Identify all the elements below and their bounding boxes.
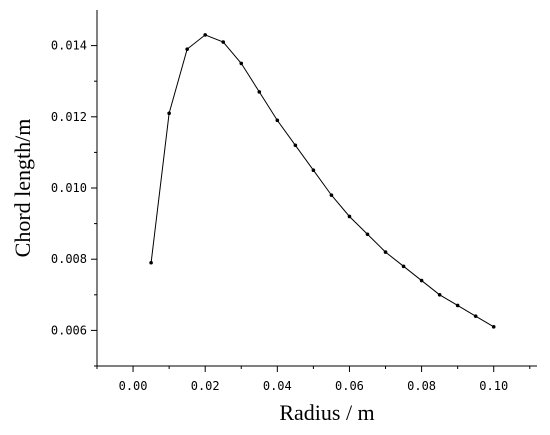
- x-axis-title: Radius / m: [279, 400, 374, 425]
- series-line: [150, 34, 494, 328]
- x-tick-label: 0.10: [479, 379, 508, 393]
- data-point: [239, 61, 244, 66]
- data-point: [329, 193, 334, 197]
- data-point: [383, 250, 388, 254]
- data-point: [401, 264, 406, 269]
- y-axis-title: Chord length/m: [10, 119, 35, 258]
- x-tick-label: 0.04: [263, 379, 292, 393]
- data-point: [347, 214, 352, 219]
- y-ticks: 0.006 0.008 0.010 0.012 0.014: [51, 39, 97, 367]
- y-tick-label: 0.012: [51, 110, 87, 124]
- y-tick-label: 0.008: [51, 252, 87, 266]
- data-point: [365, 232, 370, 237]
- x-tick-label: 0.02: [191, 379, 220, 393]
- y-tick-label: 0.010: [51, 181, 87, 195]
- data-point: [221, 40, 226, 44]
- data-point: [275, 118, 280, 123]
- y-tick-label: 0.006: [51, 323, 87, 337]
- data-point: [455, 303, 460, 308]
- data-point: [293, 143, 298, 148]
- axes: [96, 10, 537, 367]
- data-point: [167, 111, 171, 116]
- x-tick-label: 0.00: [119, 379, 148, 393]
- data-point: [149, 260, 153, 265]
- data-point: [311, 168, 316, 172]
- x-tick-label: 0.06: [335, 379, 364, 393]
- data-point: [491, 325, 496, 329]
- data-point: [419, 278, 424, 283]
- y-tick-label: 0.014: [51, 39, 87, 53]
- plot-area: [149, 33, 496, 329]
- data-point: [257, 90, 262, 94]
- data-point: [203, 33, 207, 37]
- data-point: [437, 293, 442, 297]
- x-ticks: 0.00 0.02 0.04 0.06 0.08 0.10: [96, 366, 531, 393]
- data-point: [473, 314, 478, 318]
- x-tick-label: 0.08: [407, 379, 436, 393]
- data-point: [185, 47, 189, 51]
